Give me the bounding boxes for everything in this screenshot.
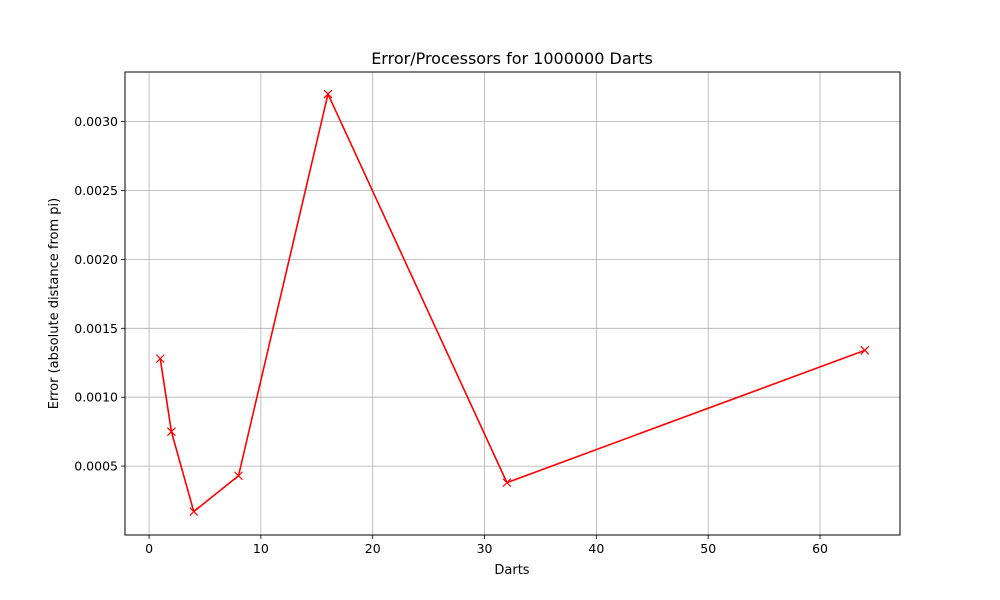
data-point-x-marker <box>860 345 870 355</box>
x-axis-ticks: 0 10 20 30 40 50 60 <box>145 535 828 556</box>
y-tick-label: 0.0015 <box>74 321 118 336</box>
data-point-x-marker <box>166 427 176 437</box>
x-tick-label: 60 <box>812 541 828 556</box>
x-tick-label: 0 <box>145 541 153 556</box>
data-point-x-marker <box>189 507 199 516</box>
data-point-x-marker <box>155 354 165 364</box>
y-tick-label: 0.0020 <box>74 252 118 267</box>
data-point-x-marker <box>234 471 243 481</box>
x-tick-label: 30 <box>477 541 493 556</box>
grid-lines <box>125 72 900 535</box>
plot-area-frame <box>124 71 901 536</box>
data-point-x-marker <box>502 478 512 488</box>
x-tick-label: 50 <box>700 541 716 556</box>
x-axis-label: Darts <box>494 563 529 578</box>
x-tick-label: 20 <box>365 541 381 556</box>
x-tick-label: 10 <box>253 541 269 556</box>
x-tick-label: 40 <box>588 541 604 556</box>
y-tick-label: 0.0010 <box>74 390 118 405</box>
y-tick-label: 0.0005 <box>74 459 118 474</box>
series-layer <box>155 89 870 516</box>
chart-title: Error/Processors for 1000000 Darts <box>371 49 653 68</box>
data-point-x-marker <box>323 89 333 99</box>
y-tick-label: 0.0030 <box>74 114 118 129</box>
y-tick-label: 0.0025 <box>74 183 118 198</box>
y-axis-ticks: 0.0005 0.0010 0.0015 0.0020 0.0025 0.0030 <box>74 114 125 474</box>
y-axis-label: Error (absolute distance from pi) <box>47 198 62 409</box>
